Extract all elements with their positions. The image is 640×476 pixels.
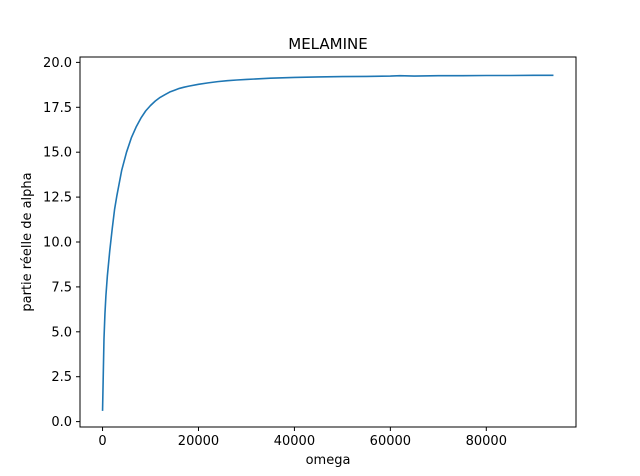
y-tick-label: 0.0 <box>51 415 72 430</box>
y-axis-label: partie réelle de alpha <box>20 172 35 311</box>
x-tick-label: 20000 <box>178 434 219 449</box>
y-tick-label: 15.0 <box>43 146 72 161</box>
y-tick-label: 20.0 <box>43 56 72 71</box>
x-axis-label: omega <box>306 453 351 468</box>
x-axis-ticks: 0 20000 40000 60000 80000 <box>98 427 507 449</box>
x-tick-label: 80000 <box>466 434 507 449</box>
plot-area <box>80 57 576 427</box>
y-tick-label: 10.0 <box>43 236 72 251</box>
series-layer <box>101 74 554 411</box>
y-tick-label: 17.5 <box>43 101 72 116</box>
chart-title: MELAMINE <box>288 35 367 53</box>
y-tick-label: 7.5 <box>51 280 72 295</box>
x-tick-label: 60000 <box>370 434 411 449</box>
y-tick-label: 5.0 <box>51 325 72 340</box>
x-tick-label: 0 <box>98 434 106 449</box>
plot-frame <box>79 56 577 428</box>
y-tick-label: 2.5 <box>51 370 72 385</box>
y-tick-label: 12.5 <box>43 191 72 206</box>
series-line <box>101 74 554 411</box>
y-axis-ticks: 0.0 2.5 5.0 7.5 10.0 12.5 15.0 17.5 20.0 <box>43 56 80 430</box>
x-tick-label: 40000 <box>274 434 315 449</box>
